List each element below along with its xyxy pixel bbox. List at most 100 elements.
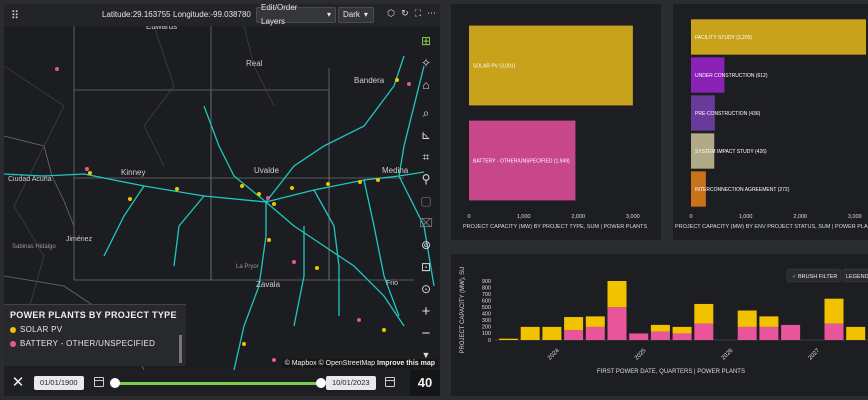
select-area-icon[interactable]: ⌗ <box>422 149 430 164</box>
satellite-icon[interactable]: ✧ <box>420 56 432 70</box>
bar-label: SYSTEM IMPACT STUDY (426) <box>695 149 767 155</box>
bar[interactable] <box>691 95 715 131</box>
improve-map-link[interactable]: Improve this map <box>377 360 435 367</box>
project-status-chart[interactable]: FACILITY STUDY (3,205) UNDER CONSTRUCTION… <box>673 4 868 240</box>
bar-segment[interactable] <box>737 310 757 327</box>
refresh-icon[interactable]: ↻ <box>401 8 409 18</box>
fullscreen-icon[interactable]: ⛶ <box>414 8 421 18</box>
bar-segment[interactable] <box>672 333 692 340</box>
place-label: Frio <box>386 280 399 287</box>
legend-item-label: BATTERY - OTHER/UNSPECIFIED <box>20 339 156 348</box>
bar-segment[interactable] <box>542 326 562 340</box>
bar-segment[interactable] <box>564 330 584 340</box>
bar-segment[interactable] <box>694 303 714 324</box>
bar-segment[interactable] <box>759 316 779 327</box>
place-label: La Pryor <box>236 264 259 270</box>
compass-icon[interactable]: ▼ <box>421 350 431 360</box>
search-icon[interactable]: ⌕ <box>422 105 430 120</box>
bar-segment[interactable] <box>585 326 605 340</box>
bar-segment[interactable] <box>607 281 627 308</box>
hat-icon[interactable]: ⌂ <box>422 78 430 92</box>
bar-segment[interactable] <box>520 326 540 340</box>
chevron-down-icon: ▾ <box>363 10 368 19</box>
bar[interactable] <box>691 19 867 55</box>
place-label: Kinney <box>121 168 146 177</box>
x-axis-label: PROJECT CAPACITY (MW) BY PROJECT TYPE, S… <box>463 224 648 230</box>
locate-icon[interactable]: ⊙ <box>420 282 432 296</box>
layers-icon[interactable]: ⊚ <box>420 238 432 252</box>
place-label: Edwards <box>146 22 178 31</box>
legend-button-label: LEGEND <box>846 274 868 280</box>
chart-panel-first-power-date: 0 100 200 300 400 500 600 700 800 900 2024 2025 2026… <box>451 254 868 396</box>
bar-segment[interactable] <box>737 326 757 340</box>
attribution-text: © Mapbox © OpenStreetMap <box>284 360 376 367</box>
bar[interactable] <box>469 120 576 201</box>
brush-filter-button[interactable] <box>786 268 842 283</box>
road-network <box>4 55 435 370</box>
bar-segment[interactable] <box>564 317 584 331</box>
zoom-out-icon[interactable]: − <box>421 324 431 342</box>
x-tick-label: 2026 <box>721 347 735 361</box>
layers-select[interactable]: Edit/Order Layers ▾ <box>256 4 336 26</box>
range-end-handle[interactable] <box>316 378 326 388</box>
bar[interactable] <box>691 57 725 93</box>
x-tick-label: 3,000 <box>848 214 862 220</box>
brush-filter-label: BRUSH FILTER <box>798 274 837 280</box>
theme-select[interactable]: Dark ▾ <box>338 7 374 23</box>
legend-scrollbar[interactable] <box>179 335 182 363</box>
solar-dot-icon <box>10 326 16 333</box>
x-axis-label: PROJECT CAPACITY (MW) BY ENV PROJECT STA… <box>675 224 868 230</box>
x-tick-label: 2025 <box>634 347 648 361</box>
map-panel: ⠿ Latitude:29.163755 Longitude:-99.03878… <box>4 4 440 396</box>
close-icon[interactable]: ✕ <box>11 374 25 391</box>
bar-segment[interactable] <box>650 331 670 340</box>
bar-segment[interactable] <box>781 324 801 340</box>
bar-segment[interactable] <box>672 326 692 334</box>
project-type-chart[interactable]: SOLAR PV (3,001) BATTERY - OTHER/UNSPECIF… <box>451 4 661 240</box>
zoom-in-icon[interactable]: + <box>421 302 431 320</box>
x-tick-label: 0 <box>689 214 692 220</box>
y-tick-label: 600 <box>482 298 491 304</box>
date-range-track[interactable] <box>115 382 321 385</box>
bar-segment[interactable] <box>650 324 670 332</box>
legend-button[interactable] <box>842 268 868 283</box>
bar-segment[interactable] <box>607 307 627 340</box>
range-start-handle[interactable] <box>110 378 120 388</box>
zoom-extent-icon[interactable]: ⊡ <box>420 260 432 274</box>
bar-segment[interactable] <box>629 333 649 340</box>
more-icon[interactable]: ⋯ <box>427 8 436 18</box>
place-label: Ciudad Acuña <box>8 176 52 183</box>
bar-segment[interactable] <box>585 316 605 327</box>
map-legend: POWER PLANTS BY PROJECT TYPE SOLAR PV BA… <box>4 304 186 366</box>
map-canvas[interactable] <box>4 26 440 370</box>
bar-segment[interactable] <box>759 326 779 340</box>
calendar-icon[interactable] <box>94 377 104 387</box>
theme-select-label: Dark <box>343 10 360 19</box>
pin-icon[interactable]: ⚲ <box>421 172 431 186</box>
bar[interactable] <box>691 133 715 169</box>
y-tick-label: 200 <box>482 325 491 331</box>
bar[interactable] <box>691 171 706 207</box>
drag-handle-icon[interactable]: ⠿ <box>10 9 20 22</box>
ruler-icon[interactable]: ⊾ <box>420 128 432 142</box>
battery-dot-icon <box>10 340 16 347</box>
bar-segment[interactable] <box>694 323 714 340</box>
end-date-input[interactable]: 10/01/2023 <box>326 376 376 390</box>
bar-segment[interactable] <box>846 326 866 340</box>
edit-shape-icon[interactable]: ▢ <box>420 194 432 208</box>
bar-segment[interactable] <box>824 323 844 340</box>
calendar-icon[interactable] <box>385 377 395 387</box>
add-layer-icon[interactable]: ⊞ <box>420 34 432 48</box>
y-tick-label: 500 <box>482 305 491 311</box>
start-date-input[interactable]: 01/01/1900 <box>34 376 84 390</box>
plant-markers <box>55 67 411 362</box>
time-filter-bar: ✕ 01/01/1900 10/01/2023 40 <box>4 370 440 396</box>
x-tick-label: 2,000 <box>571 214 585 220</box>
bar-segment[interactable] <box>824 298 844 324</box>
bar[interactable] <box>469 25 633 106</box>
bar-segment[interactable] <box>499 338 518 340</box>
layers-icon[interactable]: ⬡ <box>387 8 396 18</box>
x-tick-label: 2027 <box>808 347 822 361</box>
trash-icon[interactable]: ⌧ <box>419 216 433 230</box>
